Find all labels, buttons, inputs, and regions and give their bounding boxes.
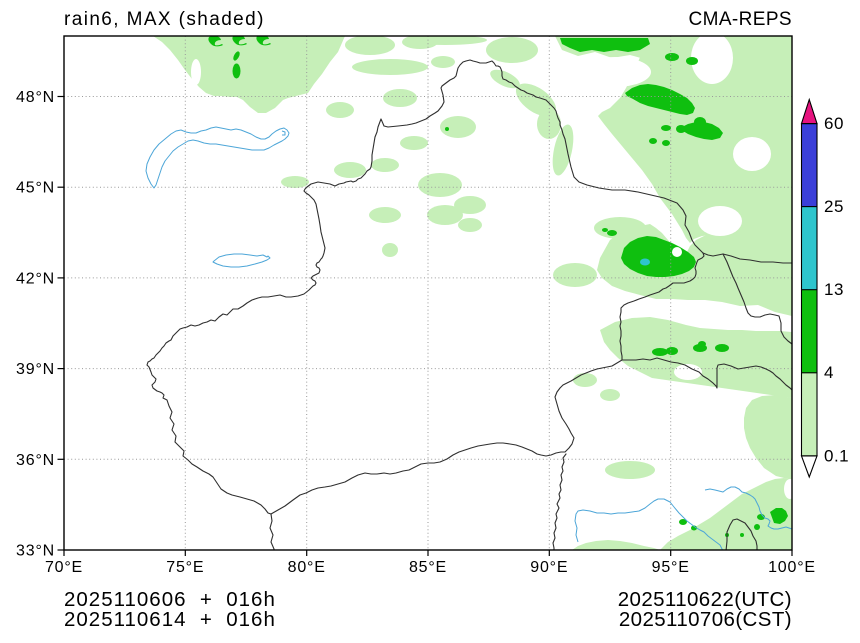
svg-text:4: 4: [824, 363, 834, 382]
svg-text:2025110614 + 016h: 2025110614 + 016h: [64, 608, 276, 631]
svg-text:85°E: 85°E: [409, 559, 447, 576]
svg-text:70°E: 70°E: [45, 559, 83, 576]
svg-text:45°N: 45°N: [16, 180, 55, 197]
svg-text:42°N: 42°N: [16, 270, 55, 287]
svg-text:0.1: 0.1: [824, 446, 849, 465]
svg-text:33°N: 33°N: [16, 543, 55, 560]
svg-text:25: 25: [824, 197, 844, 216]
svg-text:CMA-REPS: CMA-REPS: [689, 9, 793, 30]
svg-text:95°E: 95°E: [652, 559, 690, 576]
svg-text:2025110622(UTC): 2025110622(UTC): [618, 588, 792, 611]
svg-text:80°E: 80°E: [288, 559, 326, 576]
svg-text:60: 60: [824, 114, 844, 133]
svg-text:48°N: 48°N: [16, 89, 55, 106]
svg-text:36°N: 36°N: [16, 452, 55, 469]
svg-text:rain6, MAX (shaded): rain6, MAX (shaded): [64, 9, 265, 30]
svg-text:13: 13: [824, 280, 844, 299]
svg-text:2025110706(CST): 2025110706(CST): [619, 608, 792, 631]
svg-text:100°E: 100°E: [768, 559, 816, 576]
svg-text:75°E: 75°E: [166, 559, 204, 576]
svg-text:2025110606 + 016h: 2025110606 + 016h: [64, 588, 276, 611]
svg-text:90°E: 90°E: [530, 559, 568, 576]
svg-text:39°N: 39°N: [16, 361, 55, 378]
